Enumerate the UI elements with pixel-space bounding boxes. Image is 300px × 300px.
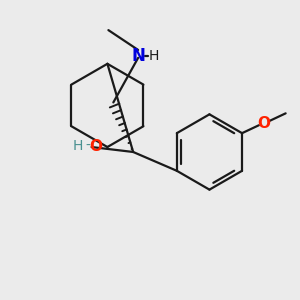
- Text: -: -: [85, 139, 90, 153]
- Text: N: N: [131, 47, 145, 65]
- Text: O: O: [89, 139, 102, 154]
- Text: H: H: [73, 139, 83, 153]
- Text: O: O: [257, 116, 270, 131]
- Text: H: H: [149, 49, 159, 63]
